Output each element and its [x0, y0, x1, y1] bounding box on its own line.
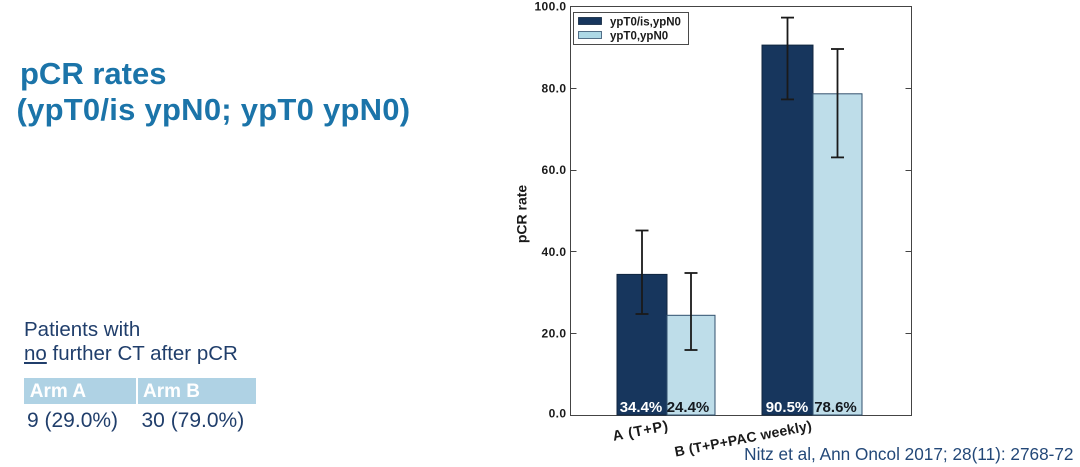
svg-text:ypT0/is,ypN0: ypT0/is,ypN0 [610, 17, 681, 29]
svg-text:60.0: 60.0 [542, 163, 567, 177]
svg-text:B (T+P+PAC weekly): B (T+P+PAC weekly) [673, 417, 813, 459]
svg-text:A (T+P): A (T+P) [611, 418, 670, 445]
svg-text:40.0: 40.0 [542, 245, 567, 259]
svg-text:0.0: 0.0 [549, 407, 567, 421]
svg-text:78.6%: 78.6% [814, 399, 857, 416]
svg-text:34.4%: 34.4% [620, 399, 663, 416]
svg-text:ypT0,ypN0: ypT0,ypN0 [610, 31, 668, 43]
svg-text:100.0: 100.0 [534, 0, 566, 14]
svg-text:80.0: 80.0 [542, 81, 567, 95]
svg-text:24.4%: 24.4% [667, 399, 710, 416]
svg-text:20.0: 20.0 [542, 327, 567, 341]
svg-text:pCR rate: pCR rate [514, 185, 530, 244]
svg-text:90.5%: 90.5% [766, 399, 809, 416]
